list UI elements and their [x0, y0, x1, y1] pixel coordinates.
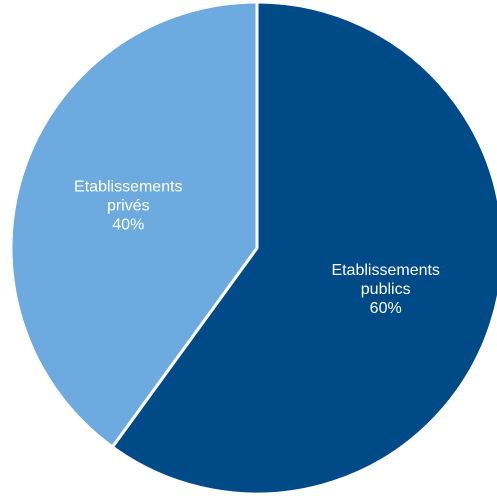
- pie-slice-label-line: Etablissements: [74, 178, 183, 195]
- pie-slice-0: [110, 0, 497, 496]
- pie-slices: [9, 0, 497, 496]
- pie-slice-label-line: privés: [107, 197, 150, 214]
- pie-slice-1: [9, 0, 259, 449]
- pie-slice-label-line: publics: [361, 281, 411, 298]
- pie-slice-label-0: Etablissements publics 60%: [331, 262, 440, 317]
- pie-slice-label-line: 60%: [370, 300, 402, 317]
- pie-labels: Etablissements publics 60% Etablissements pr…: [74, 178, 440, 317]
- pie-slice-label-line: 40%: [112, 216, 144, 233]
- pie-slice-label-1: Etablissements privés 40%: [74, 178, 183, 233]
- pie-slice-label-line: Etablissements: [331, 262, 440, 279]
